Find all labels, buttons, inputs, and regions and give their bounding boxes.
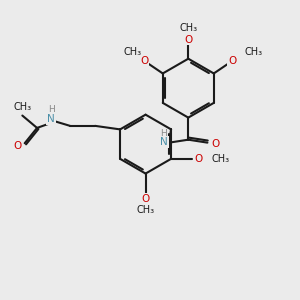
Text: O: O [184,34,192,45]
Text: CH₃: CH₃ [179,23,197,33]
Text: CH₃: CH₃ [212,154,230,164]
Text: CH₃: CH₃ [136,206,154,215]
Text: O: O [195,154,203,164]
Text: O: O [13,141,21,151]
Text: O: O [228,56,236,66]
Text: CH₃: CH₃ [123,47,141,57]
Text: N: N [47,114,55,124]
Text: O: O [212,139,220,149]
Text: H: H [160,129,167,138]
Text: N: N [160,137,168,147]
Text: CH₃: CH₃ [13,102,32,112]
Text: H: H [48,105,55,114]
Text: O: O [140,56,148,66]
Text: CH₃: CH₃ [244,47,262,57]
Text: O: O [142,194,150,204]
